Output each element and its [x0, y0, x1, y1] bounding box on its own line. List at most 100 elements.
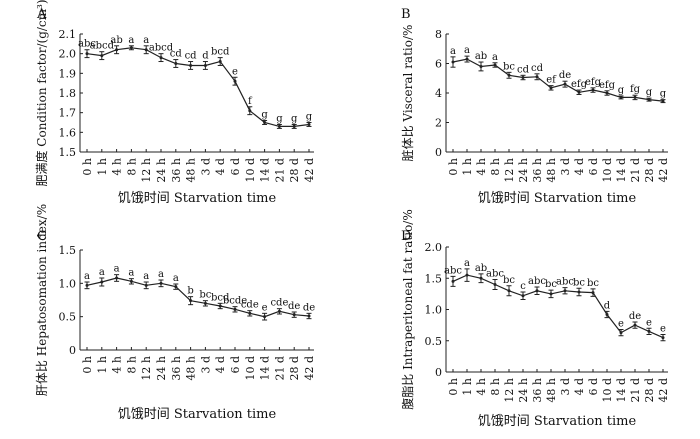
x-tick-label: 10 d	[601, 378, 614, 403]
x-tick-label: 4 d	[573, 158, 586, 176]
y-tick-label: 0.5	[425, 335, 443, 348]
x-tick-label: 4 d	[214, 158, 227, 176]
data-point	[159, 56, 163, 60]
data-point	[144, 283, 148, 287]
y-tick-label: 1.0	[59, 277, 77, 290]
data-point	[521, 76, 525, 80]
data-point	[277, 309, 281, 313]
x-tick-label: 6 d	[587, 158, 600, 176]
y-tick-label: 8	[435, 28, 442, 41]
data-point	[479, 64, 483, 68]
x-tick-label: 10 d	[244, 158, 257, 183]
significance-letter: a	[128, 268, 134, 279]
data-point	[233, 79, 237, 83]
significance-letter: c	[520, 281, 526, 292]
x-tick-label: 12 h	[140, 356, 153, 381]
significance-letter: de	[288, 301, 300, 312]
significance-letter: fg	[630, 84, 641, 95]
x-tick-label: 6 d	[229, 158, 242, 176]
significance-letter: bc	[503, 275, 515, 286]
x-tick-label: 28 d	[643, 158, 656, 183]
significance-letter: abc	[528, 276, 546, 287]
x-axis-label: 饥饿时间 Starvation time	[118, 407, 277, 422]
significance-letter: e	[232, 66, 238, 77]
x-tick-label: 1 h	[461, 158, 474, 176]
x-tick-label: 48 h	[545, 158, 558, 183]
significance-letter: abcd	[90, 41, 115, 52]
y-tick-label: 0	[435, 146, 442, 159]
significance-letter: d	[604, 300, 611, 311]
x-axis-label: 饥饿时间 Starvation time	[118, 191, 277, 206]
panel-label: A	[36, 7, 47, 22]
significance-letter: cd	[517, 64, 530, 75]
y-tick-label: 0	[435, 366, 442, 379]
data-point	[647, 329, 651, 333]
data-point	[591, 88, 595, 92]
data-point	[144, 48, 148, 52]
x-axis-label: 饥饿时间 Starvation time	[478, 191, 637, 206]
data-point	[451, 279, 455, 283]
significance-letter: d	[202, 51, 209, 62]
data-point	[493, 63, 497, 67]
data-point	[647, 98, 651, 102]
x-tick-label: 4 h	[111, 158, 124, 176]
data-point	[563, 82, 567, 86]
x-tick-label: 4 d	[214, 356, 227, 374]
significance-letter: a	[464, 45, 470, 56]
significance-letter: ef	[546, 75, 557, 86]
data-point	[174, 285, 178, 289]
significance-letter: ab	[110, 35, 122, 46]
data-point	[535, 75, 539, 79]
x-tick-label: 21 d	[273, 356, 286, 381]
x-tick-label: 42 d	[657, 158, 670, 183]
x-tick-label: 14 d	[259, 158, 272, 183]
significance-letter: bc	[545, 279, 557, 290]
significance-letter: efg	[571, 79, 588, 90]
significance-letter: a	[143, 271, 149, 282]
significance-letter: a	[158, 269, 164, 280]
significance-letter: e	[618, 319, 624, 330]
x-tick-label: 42 d	[303, 356, 316, 381]
significance-letter: f	[248, 96, 253, 107]
significance-letter: cd	[531, 63, 544, 74]
significance-letter: e	[646, 317, 652, 328]
data-point	[605, 313, 609, 316]
data-point	[577, 290, 581, 294]
significance-letter: cde	[270, 298, 288, 309]
data-point	[100, 54, 104, 58]
significance-letter: a	[128, 35, 134, 46]
significance-letter: b	[187, 286, 193, 297]
significance-letter: g	[261, 110, 268, 121]
y-axis-label: 脏体比 Visceral ratio/%	[400, 25, 415, 162]
x-tick-label: 42 d	[657, 378, 670, 403]
y-tick-label: 2	[435, 117, 442, 130]
data-point	[577, 90, 581, 94]
significance-letter: a	[464, 258, 470, 269]
data-point	[493, 283, 497, 286]
data-point	[85, 52, 89, 56]
data-point	[263, 315, 267, 319]
data-point	[465, 273, 469, 277]
y-tick-label: 1.5	[59, 244, 77, 257]
data-point	[129, 279, 133, 283]
y-axis-label: 肝体比 Hepatosomation index/%	[35, 204, 49, 396]
x-tick-label: 12 h	[503, 378, 516, 403]
significance-letter: de	[303, 302, 315, 313]
data-point	[292, 313, 296, 317]
significance-letter: bc	[503, 61, 515, 72]
data-point	[591, 291, 595, 295]
x-tick-label: 28 d	[288, 158, 301, 183]
data-point	[277, 124, 281, 128]
y-tick-label: 4	[435, 87, 442, 100]
y-tick-label: 1.5	[59, 146, 77, 159]
significance-letter: g	[618, 85, 625, 96]
y-axis-label: 腹脂比 Intraperitoneal fat ratio/%	[400, 209, 415, 410]
data-point	[189, 299, 193, 303]
data-point	[521, 294, 525, 298]
x-tick-label: 8 h	[489, 158, 502, 176]
y-tick-label: 1.6	[59, 126, 77, 139]
x-tick-label: 6 d	[587, 378, 600, 396]
significance-letter: bcde	[223, 296, 247, 307]
x-tick-label: 36 h	[170, 356, 183, 381]
